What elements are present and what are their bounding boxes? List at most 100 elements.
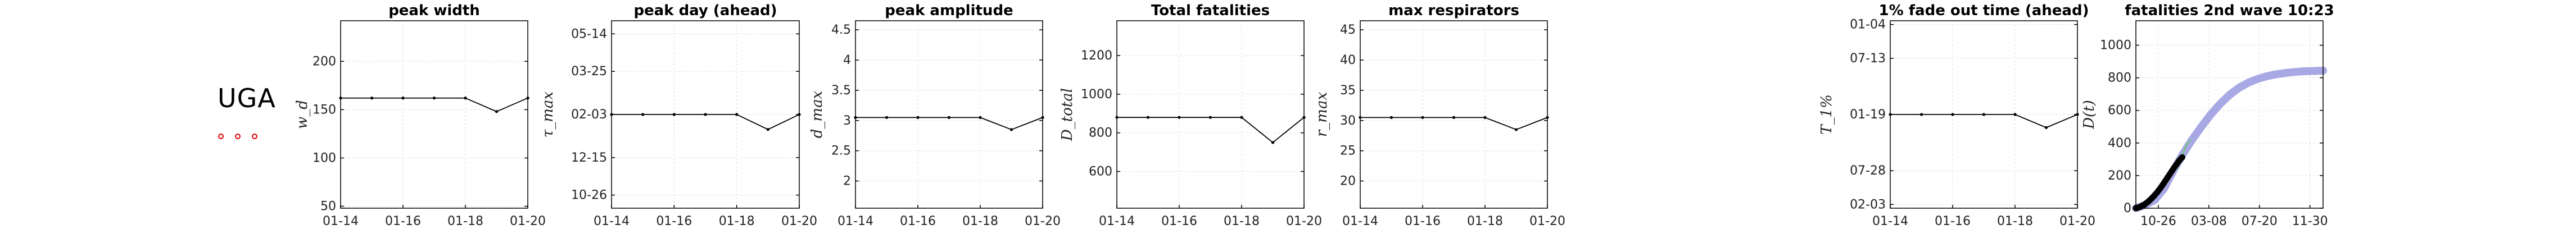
data-point [766,128,769,131]
data-point [1514,128,1518,131]
y-tick-label: 25 [1340,144,1356,158]
data-point [1421,116,1424,119]
x-tick-label: 01-16 [656,214,692,228]
data-point [495,110,499,113]
chart-title: peak width [388,2,480,19]
y-tick-label: 0 [2124,201,2131,215]
x-tick-label: 01-20 [1286,214,1322,228]
y-tick-label: 03-25 [571,65,607,79]
data-point [370,97,374,100]
y-tick-label: 01-04 [1850,18,1886,32]
y-axis-label: r_max [1314,92,1330,137]
country-label: UGA [218,83,276,113]
data-point [1389,116,1393,119]
y-tick-label: 10-26 [571,189,607,203]
x-tick-label: 01-18 [962,214,998,228]
y-tick-label: 01-19 [1850,108,1886,122]
y-tick-label: 3 [843,114,851,128]
y-tick-label: 4 [843,53,851,67]
plot-frame [340,20,528,209]
data-point [1178,116,1181,119]
series-line [1890,114,2078,129]
x-tick-label: 01-14 [323,214,359,228]
y-axis-label: w_d [294,100,311,129]
y-axis-label: D_total [1059,88,1076,141]
x-tick-label: 01-18 [447,214,483,228]
plot-frame [1116,20,1305,209]
data-point [641,113,645,116]
data-point [1271,141,1275,144]
y-axis-label: D(t) [2081,100,2098,130]
x-tick-label: 01-16 [1161,214,1197,228]
x-tick-label: 07-20 [2242,214,2278,228]
chart-title: peak day (ahead) [633,2,777,19]
y-tick-label: 20 [1340,175,1356,189]
data-point [672,113,676,116]
marker-dot [252,134,257,139]
data-point [464,97,467,100]
data-point [1146,116,1150,119]
x-tick-label: 01-18 [719,214,755,228]
x-tick-label: 01-16 [1935,214,1971,228]
y-tick-label: 30 [1340,114,1356,128]
y-tick-label: 200 [313,54,336,68]
y-axis-label: T_1% [1818,94,1835,135]
y-tick-label: 2 [843,175,851,189]
marker-legend [218,134,257,139]
y-tick-label: 05-14 [571,27,607,41]
x-tick-label: 11-30 [2292,214,2328,228]
x-tick-label: 01-14 [837,214,873,228]
chart-title: max respirators [1388,2,1519,19]
plot-frame [1890,20,2078,209]
y-tick-label: 1200 [1081,49,1112,63]
x-tick-label: 01-20 [781,214,817,228]
x-tick-label: 01-18 [1997,214,2033,228]
y-axis-label: d_max [809,90,826,138]
data-point [1483,116,1487,119]
series-line [855,117,1043,130]
y-tick-label: 45 [1340,23,1356,37]
x-tick-label: 01-16 [900,214,936,228]
data-point [1208,116,1212,119]
series-line [1117,117,1305,144]
data-point [1919,113,1923,116]
x-tick-label: 03-08 [2191,214,2227,228]
series-line [612,114,800,130]
y-tick-label: 800 [1089,126,1112,140]
data-point [885,116,889,119]
x-tick-label: 01-20 [1025,214,1061,228]
x-tick-label: 01-20 [510,214,546,228]
plot-frame [2135,20,2324,209]
data-point [979,116,982,119]
y-tick-label: 1000 [2100,39,2131,53]
x-tick-label: 01-16 [385,214,421,228]
marker-dot [235,134,241,139]
data-point [1452,116,1456,119]
x-tick-label: 01-14 [594,214,630,228]
y-tick-label: 02-03 [571,108,607,122]
y-tick-label: 07-13 [1850,52,1886,66]
data-point [1982,113,1986,116]
x-tick-label: 01-16 [1405,214,1441,228]
chart-title: fatalities 2nd wave 10:23 [2125,2,2334,19]
x-tick-label: 01-18 [1224,214,1260,228]
y-tick-label: 3.5 [831,84,851,98]
y-tick-label: 600 [1089,165,1112,179]
data-point [916,116,920,119]
y-tick-label: 07-28 [1850,164,1886,178]
data-point [401,97,405,100]
y-tick-label: 12-15 [571,151,607,165]
x-tick-label: 01-14 [1099,214,1135,228]
data-point [432,97,436,100]
y-tick-label: 200 [2108,169,2131,183]
marker-dot [218,134,224,139]
y-tick-label: 400 [2108,136,2131,150]
y-tick-label: 150 [313,103,336,117]
x-tick-label: 01-20 [2059,214,2095,228]
plot-frame [611,20,800,209]
y-axis-label: τ_max [540,91,556,138]
y-tick-label: 50 [320,200,336,214]
x-tick-label: 01-20 [1529,214,1565,228]
data-point [947,116,951,119]
